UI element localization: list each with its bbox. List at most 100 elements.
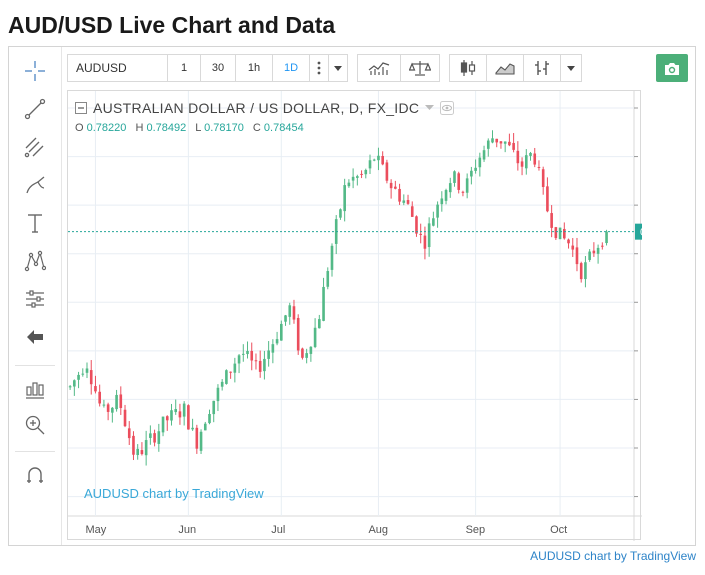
bars-style-icon[interactable]: [523, 54, 561, 82]
candle-body: [381, 156, 384, 165]
candle-body: [385, 162, 389, 181]
eye-icon[interactable]: [440, 101, 455, 115]
candle-body: [98, 391, 101, 404]
candle-body: [187, 405, 190, 430]
candle-body: [157, 431, 161, 444]
candle-body: [495, 138, 499, 143]
candle-body: [596, 247, 600, 254]
chevron-down-icon[interactable]: [560, 54, 582, 82]
dropdown-icon[interactable]: [425, 105, 435, 111]
candle-body: [165, 416, 169, 421]
candle-body: [275, 339, 279, 344]
ruler-icon[interactable]: [21, 375, 49, 403]
magnet-icon[interactable]: [21, 461, 49, 489]
camera-icon: [665, 62, 679, 75]
candle-body: [601, 245, 604, 247]
month-label: Jun: [178, 524, 196, 536]
candle-body: [73, 380, 76, 387]
candle-body: [233, 363, 237, 373]
candle-body: [347, 182, 351, 187]
candle-body: [322, 286, 325, 321]
candle-body: [529, 152, 532, 156]
candle-body: [474, 167, 477, 171]
more-intervals-icon[interactable]: [309, 54, 329, 82]
candle-body: [356, 176, 359, 178]
prediction-icon[interactable]: [21, 285, 49, 313]
text-tool-icon[interactable]: [21, 209, 49, 237]
candle-body: [254, 360, 258, 362]
chart-pane[interactable]: 0.730000.740000.750000.760000.770000.780…: [67, 90, 692, 541]
candle-body: [115, 394, 118, 410]
candle-body: [465, 178, 469, 193]
area-style-icon[interactable]: [486, 54, 524, 82]
candle-body: [203, 423, 207, 431]
snapshot-button[interactable]: [656, 54, 688, 82]
fib-retracement-icon[interactable]: [21, 133, 49, 161]
candle-body: [106, 404, 110, 412]
brush-icon[interactable]: [21, 171, 49, 199]
top-toolbar: AUDUSD 1 30 1h 1D: [67, 54, 582, 84]
candle-body: [132, 435, 135, 455]
candle-body: [229, 371, 232, 373]
candlestick-chart[interactable]: 0.730000.740000.750000.760000.770000.780…: [68, 91, 692, 541]
candle-body: [537, 166, 541, 168]
candle-body: [478, 157, 482, 168]
drawing-toolbar: [9, 47, 62, 545]
candle-body: [402, 200, 406, 203]
chevron-down-icon[interactable]: [328, 54, 348, 82]
candle-body: [191, 427, 194, 430]
candle-body: [546, 186, 549, 212]
arrow-left-icon[interactable]: [21, 323, 49, 351]
chart-widget: AUDUSD 1 30 1h 1D: [8, 46, 696, 546]
interval-button-1[interactable]: 1: [167, 54, 201, 82]
candle-body: [588, 251, 591, 260]
candle-body: [102, 404, 106, 406]
candle-body: [427, 223, 431, 248]
symbol-search-input[interactable]: AUDUSD: [67, 54, 168, 82]
candle-body: [212, 400, 216, 415]
candle-body: [241, 353, 245, 355]
candle-body: [119, 394, 123, 408]
tradingview-footer-link[interactable]: AUDUSD chart by TradingView: [530, 549, 696, 563]
candle-body: [520, 161, 524, 167]
candle-body: [313, 327, 317, 348]
candle-body: [309, 346, 313, 354]
indicators-icon[interactable]: [357, 54, 401, 82]
candle-body: [81, 373, 85, 375]
candle-body: [436, 204, 439, 218]
candle-body: [482, 150, 486, 160]
current-price-label: 0.78454: [640, 227, 642, 239]
candle-body: [584, 262, 587, 280]
open-label: O: [75, 122, 84, 134]
month-label: May: [85, 524, 106, 536]
trend-line-icon[interactable]: [21, 95, 49, 123]
crosshair-icon[interactable]: [21, 57, 49, 85]
zoom-in-icon[interactable]: [21, 411, 49, 439]
candle-body: [423, 235, 427, 249]
month-label: Oct: [550, 524, 567, 536]
interval-button-1d[interactable]: 1D: [272, 54, 310, 82]
candles-style-icon[interactable]: [449, 54, 487, 82]
high-value: 0.78492: [146, 122, 187, 134]
candle-body: [339, 209, 342, 218]
interval-button-1h[interactable]: 1h: [235, 54, 273, 82]
candle-body: [394, 186, 397, 189]
candle-body: [516, 150, 520, 164]
compare-icon[interactable]: [400, 54, 440, 82]
low-value: 0.78170: [204, 122, 244, 134]
pattern-icon[interactable]: [21, 247, 49, 275]
close-label: C: [252, 122, 261, 134]
interval-button-30[interactable]: 30: [200, 54, 236, 82]
candle-body: [85, 368, 89, 373]
candle-body: [406, 200, 410, 204]
candle-body: [170, 410, 173, 421]
candle-body: [305, 353, 308, 358]
candle-body: [575, 247, 579, 265]
candle-body: [140, 450, 144, 455]
candle-body: [440, 198, 444, 205]
candle-body: [503, 141, 507, 144]
candle-body: [208, 413, 211, 424]
collapse-icon[interactable]: [75, 102, 87, 114]
candle-body: [448, 183, 452, 193]
candle-body: [457, 173, 461, 190]
